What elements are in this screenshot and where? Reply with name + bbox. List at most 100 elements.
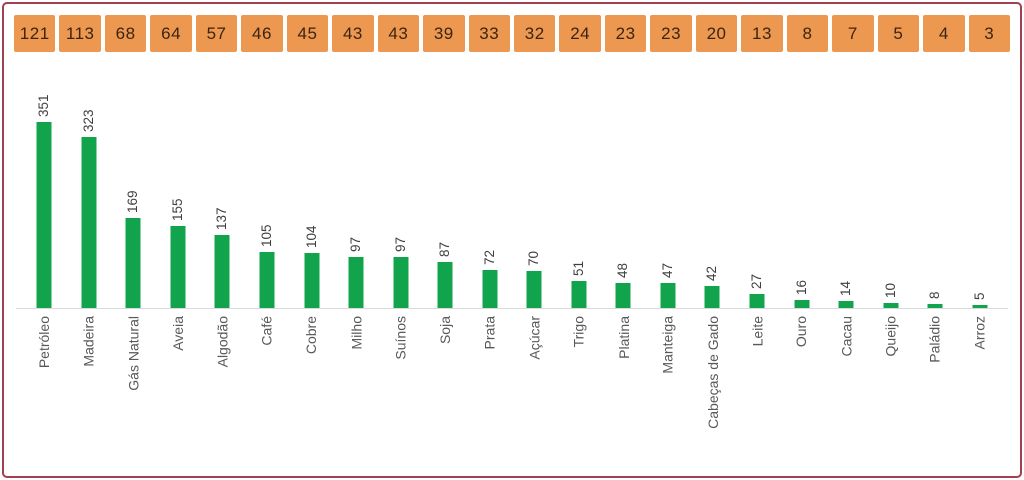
bar-column: 104 <box>289 52 334 308</box>
header-value-cell: 8 <box>786 15 829 52</box>
bar <box>170 226 186 308</box>
category-column: Cacau <box>824 309 869 473</box>
bar <box>259 252 275 308</box>
bar <box>214 235 230 308</box>
bar-value-label: 10 <box>882 282 898 298</box>
bar <box>615 283 631 308</box>
bar-column: 10 <box>868 52 913 308</box>
bar-value-label: 72 <box>481 249 497 265</box>
category-label: Suínos <box>392 316 409 360</box>
category-label: Café <box>259 316 275 346</box>
bar <box>794 300 810 308</box>
bar <box>36 122 52 308</box>
header-value-cell: 68 <box>104 15 147 52</box>
bar-value-label: 97 <box>392 236 408 252</box>
header-value-cell: 24 <box>559 15 601 52</box>
category-label: Cabeças de Gado <box>704 316 721 429</box>
bar-value-label: 16 <box>793 279 809 295</box>
header-value-cell: 43 <box>332 15 374 52</box>
bar-column: 16 <box>779 52 824 308</box>
category-label: Paládio <box>927 316 944 363</box>
bar-value-label: 155 <box>169 198 185 221</box>
bar-column: 42 <box>690 52 735 308</box>
header-value-cell: 57 <box>195 15 238 52</box>
bar <box>571 281 587 308</box>
category-label: Gás Natural <box>125 316 142 391</box>
bar-value-label: 51 <box>570 260 586 276</box>
category-column: Gás Natural <box>111 309 156 473</box>
bar <box>883 303 899 308</box>
category-label: Cacau <box>838 316 855 357</box>
bar <box>838 301 854 308</box>
category-label: Prata <box>481 316 498 350</box>
category-column: Platina <box>601 309 646 473</box>
header-value-cell: 23 <box>604 15 647 52</box>
header-value-cell: 32 <box>513 15 556 52</box>
bar-column: 8 <box>913 52 958 308</box>
bar-value-label: 48 <box>615 262 631 278</box>
category-label: Soja <box>437 316 454 345</box>
header-value-cell: 7 <box>832 15 874 52</box>
bar-value-label: 5 <box>971 292 987 300</box>
bar <box>482 270 498 308</box>
header-value-cell: 3 <box>968 15 1010 52</box>
bar-value-label: 8 <box>927 291 943 299</box>
header-value-cell: 5 <box>877 15 920 52</box>
bar-value-label: 97 <box>348 236 364 252</box>
bar-column: 48 <box>601 52 646 308</box>
category-label: Açúcar <box>526 316 543 360</box>
bar-value-label: 27 <box>748 273 764 289</box>
category-column: Paládio <box>913 309 958 473</box>
bar-column: 137 <box>200 52 245 308</box>
header-value-cell: 39 <box>423 15 465 52</box>
bar-column: 97 <box>378 52 423 308</box>
bar <box>660 283 676 308</box>
category-label: Leite <box>749 316 765 347</box>
bar <box>749 294 765 308</box>
category-label: Algodão <box>214 316 231 368</box>
header-value-row: 121 113 68 64 57 46 45 43 43 39 33 32 24 23 23 20 13 8 7 5 4… <box>14 15 1010 52</box>
bar <box>348 257 364 308</box>
bar-column: 27 <box>735 52 780 308</box>
bar <box>81 137 97 308</box>
category-column: Madeira <box>67 309 112 473</box>
category-label: Trigo <box>570 316 587 348</box>
bar-column: 47 <box>646 52 691 308</box>
header-value-cell: 23 <box>650 15 692 52</box>
bar-column: 5 <box>957 52 1002 308</box>
category-column: Arroz <box>957 309 1002 473</box>
category-column: Leite <box>735 309 780 473</box>
category-label: Madeira <box>80 316 97 367</box>
category-column: Açúcar <box>512 309 557 473</box>
header-value-cell: 121 <box>14 15 56 52</box>
bar <box>972 305 988 308</box>
bar-value-label: 169 <box>125 190 141 213</box>
bar <box>927 304 943 308</box>
bar-column: 72 <box>467 52 512 308</box>
header-value-cell: 13 <box>741 15 783 52</box>
bar-column: 169 <box>111 52 156 308</box>
bar-column: 87 <box>423 52 468 308</box>
bar <box>526 271 542 308</box>
category-label: Queijo <box>882 316 899 357</box>
category-column: Ouro <box>779 309 824 473</box>
category-label: Platina <box>615 316 632 359</box>
bar-value-label: 87 <box>437 241 453 257</box>
category-label: Cobre <box>303 316 320 355</box>
x-axis-baseline: 351 323 169 155 137 105 104 97 97 87 72 70 51 48 47 42 2… <box>16 52 1008 309</box>
category-column: Prata <box>467 309 512 473</box>
category-column: Cabeças de Gado <box>690 309 735 473</box>
category-label: Manteiga <box>659 316 676 374</box>
category-column: Algodão <box>200 309 245 473</box>
bar-column: 155 <box>156 52 201 308</box>
bar <box>437 262 453 308</box>
bar-plot-area: 351 323 169 155 137 105 104 97 97 87 72 70 51 48 47 42 2… <box>22 52 1002 308</box>
header-value-cell: 43 <box>377 15 420 52</box>
category-label: Ouro <box>793 316 810 348</box>
header-value-cell: 113 <box>59 15 101 52</box>
bar <box>125 218 141 308</box>
bar-value-label: 70 <box>526 250 542 266</box>
category-column: Milho <box>334 309 379 473</box>
bar-value-label: 105 <box>258 224 274 247</box>
